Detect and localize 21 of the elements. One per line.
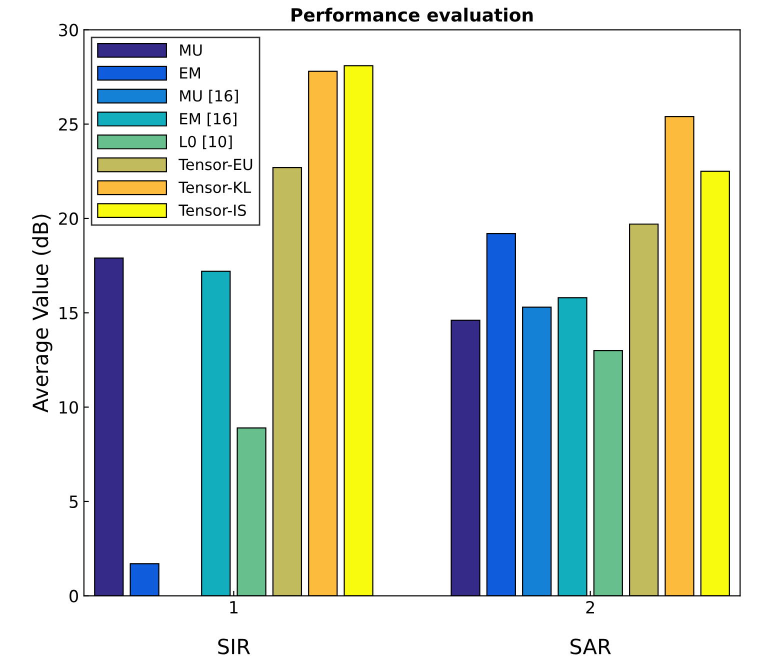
text: SIR [218,638,250,654]
legend-label: L0 [10] [180,136,232,150]
legend-label: Tensor-EU [178,158,252,170]
y-tick-label: 10 [60,401,78,414]
legend-label: EM [16] [180,112,236,126]
y-tick-label: 25 [59,118,78,131]
y-axis-title: Average Value (dB) [32,214,52,413]
legend-label: Tensor-IS [178,204,246,216]
legend-label: MU [16] [180,90,238,104]
y-tick-label: 5 [70,496,78,508]
legend-label: Tensor-KL [178,182,252,194]
y-tick-label: 20 [59,212,78,226]
chart-title: Performance evaluation [292,8,533,22]
legend-label: MU [180,44,202,56]
y-tick-label: 0 [70,590,78,602]
y-tick-label: 30 [59,24,78,36]
y-tick-label: 15 [60,306,78,320]
x-tick-label: 1 [230,601,238,614]
legend-label: EM [180,67,200,78]
text: SAR [570,638,611,654]
x-tick-label: 2 [586,600,594,614]
